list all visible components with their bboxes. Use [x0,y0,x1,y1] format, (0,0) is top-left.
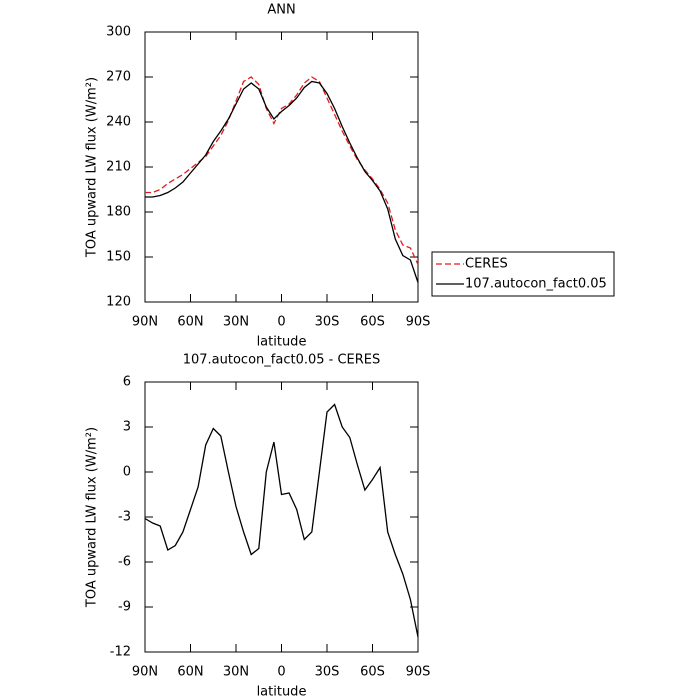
chart-title: 107.autocon_fact0.05 - CERES [183,353,381,368]
y-axis-label: TOA upward LW flux (W/m²) [85,427,100,608]
y-tick-label: 240 [106,115,131,130]
x-tick-label: 90N [132,315,158,330]
x-tick-label: 90S [406,315,431,330]
x-tick-label: 30S [315,315,340,330]
y-tick-label: 150 [106,250,131,265]
y-tick-label: -6 [118,555,131,570]
plot-frame [144,31,419,303]
y-tick-label: 270 [106,70,131,85]
x-tick-label: 90S [406,665,431,680]
x-tick-label: 30S [315,665,340,680]
x-axis-label: latitude [257,335,307,350]
y-tick-label: 0 [123,465,131,480]
y-tick-label: 210 [106,160,131,175]
legend-label: CERES [465,257,508,272]
y-tick-label: -12 [110,645,131,660]
legend: CERES 107.autocon_fact0.05 [431,251,615,297]
chart-title: ANN [267,3,295,18]
data-line [145,76,419,265]
x-tick-label: 0 [277,665,285,680]
y-tick-label: 6 [123,375,131,390]
legend-label: 107.autocon_fact0.05 [465,277,607,292]
x-tick-label: 90N [132,665,158,680]
y-tick-label: 300 [106,25,131,40]
y-tick-label: -9 [118,600,131,615]
data-line [145,80,419,283]
x-tick-label: 0 [277,315,285,330]
y-tick-label: 180 [106,205,131,220]
x-tick-label: 60S [360,315,385,330]
x-tick-label: 60S [360,665,385,680]
x-tick-label: 30N [223,315,249,330]
plot-frame [144,381,419,653]
y-tick-label: 120 [106,295,131,310]
x-tick-label: 60N [177,665,203,680]
x-axis-label: latitude [257,685,307,700]
y-axis-label: TOA upward LW flux (W/m²) [85,77,100,258]
x-tick-label: 60N [177,315,203,330]
legend-box [431,251,615,297]
y-tick-label: 3 [123,420,131,435]
data-line [144,403,419,638]
y-tick-label: -3 [118,510,131,525]
x-tick-label: 30N [223,665,249,680]
